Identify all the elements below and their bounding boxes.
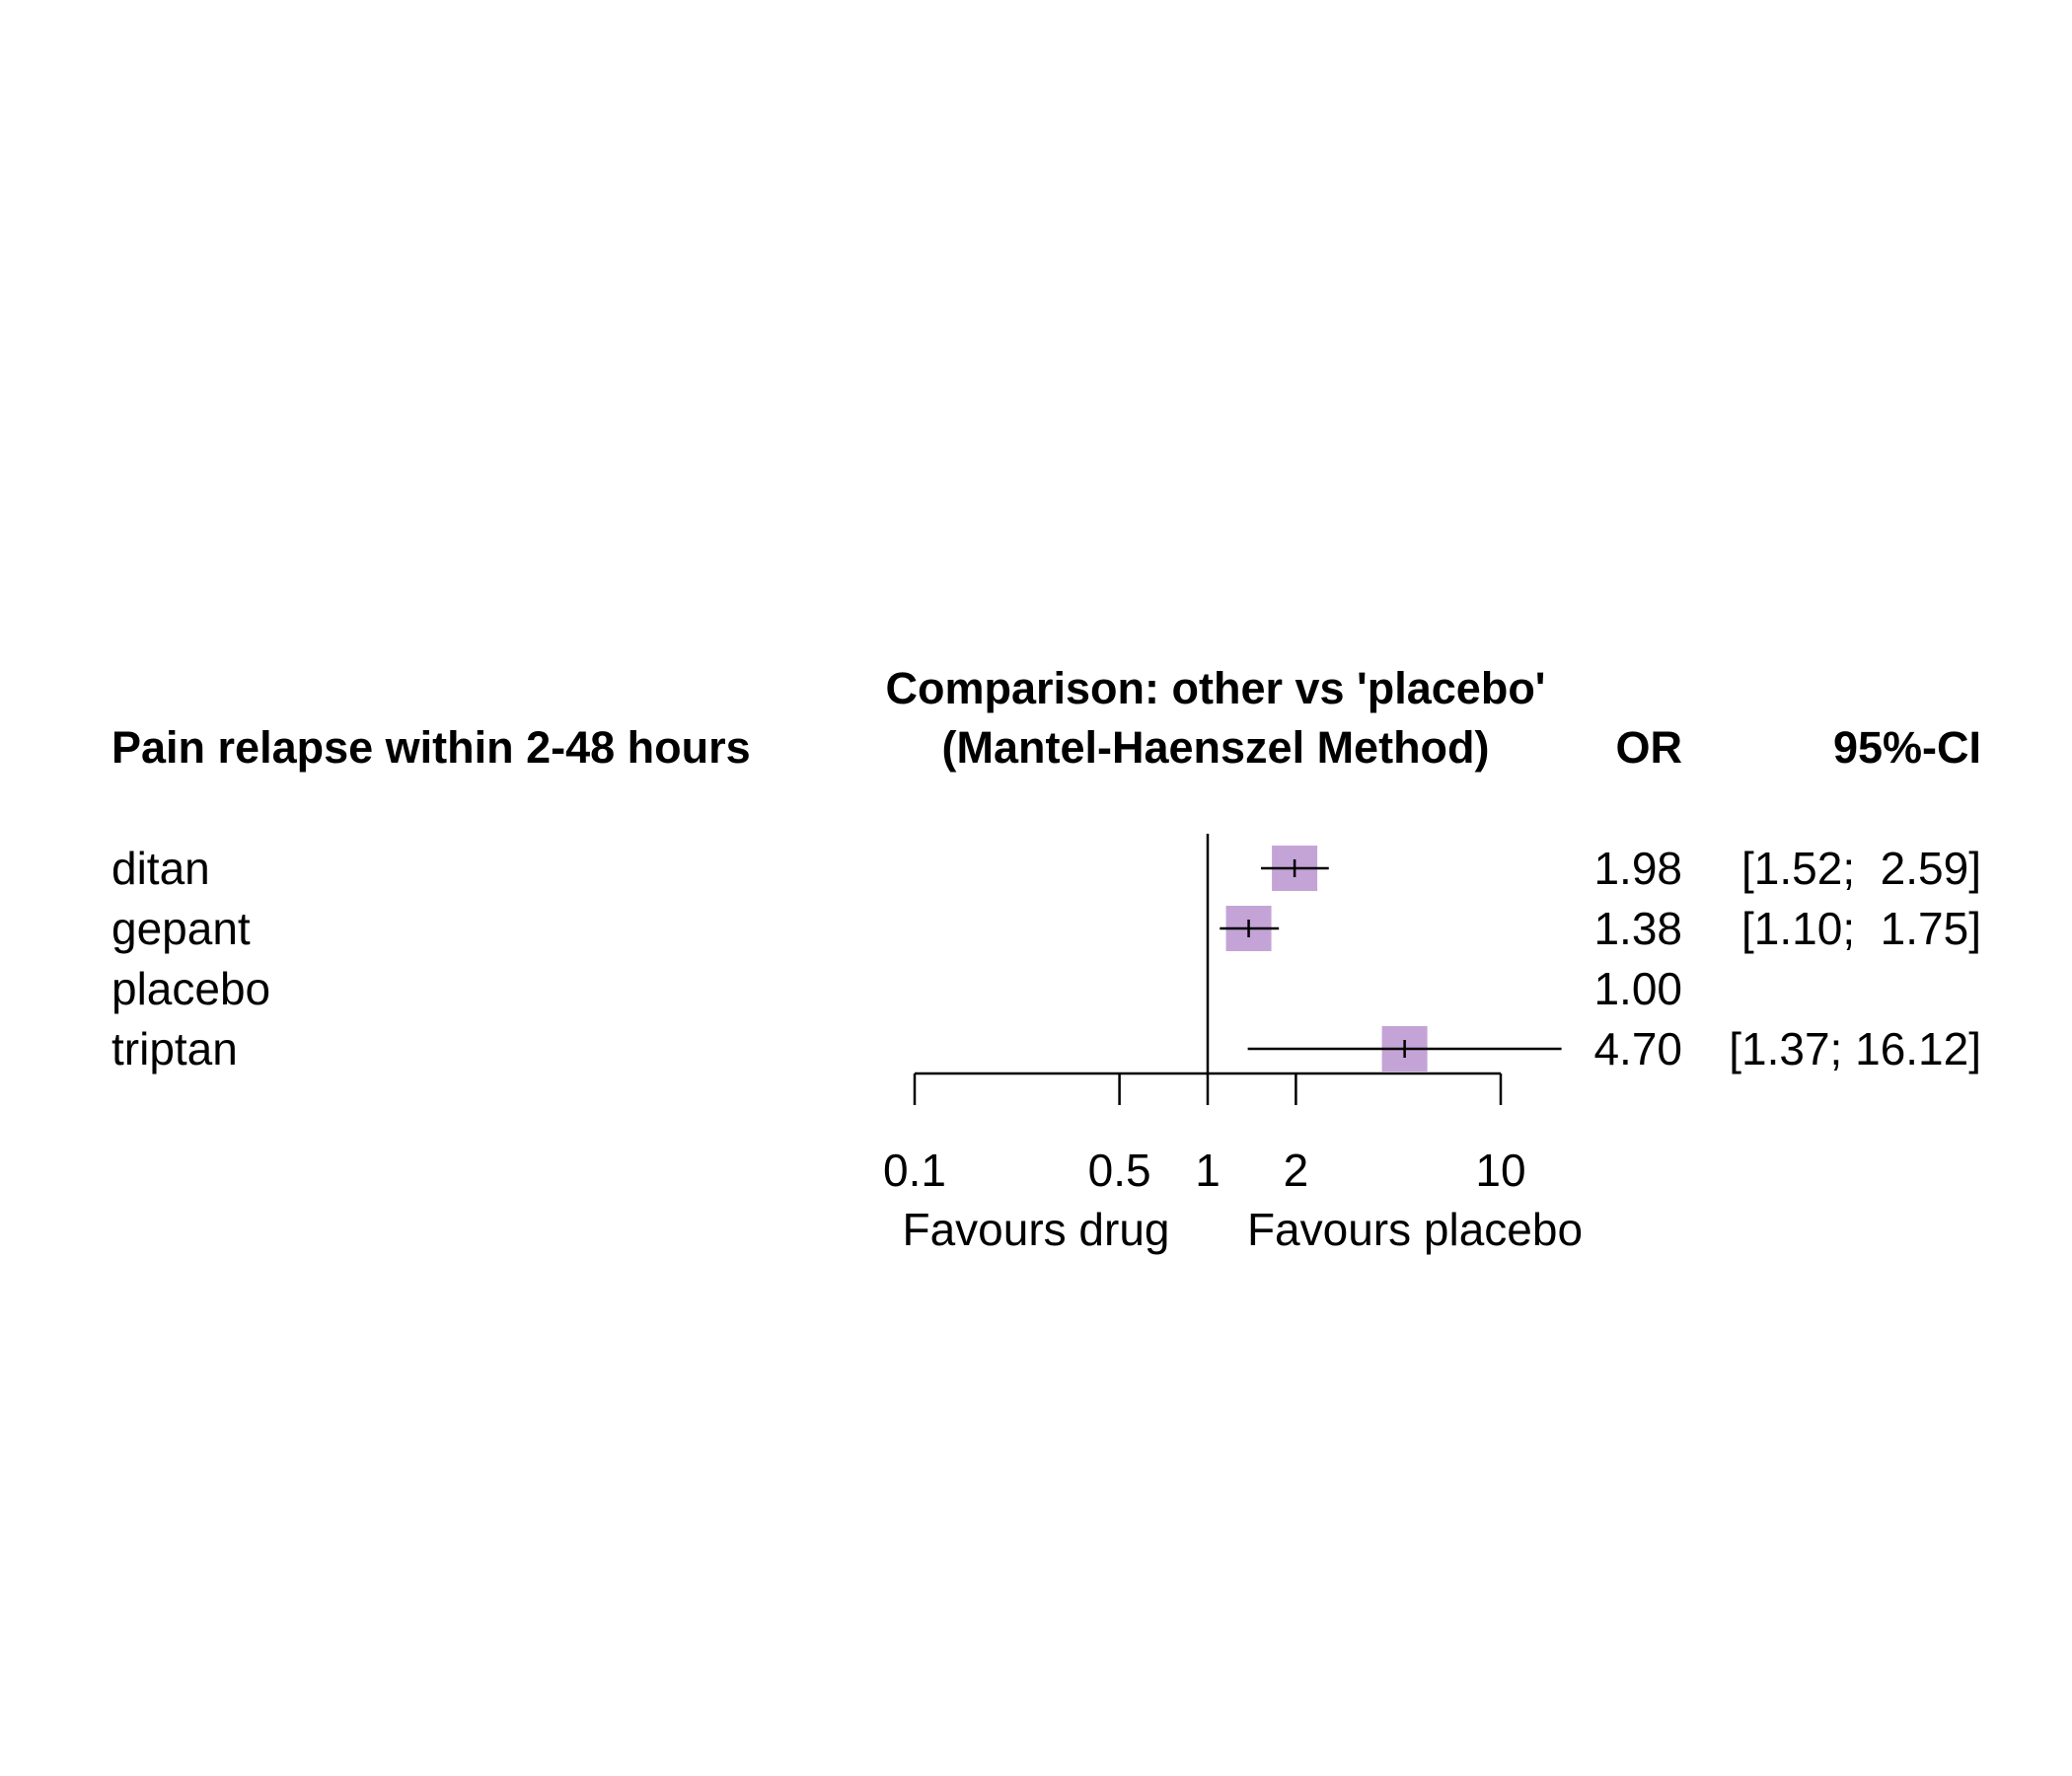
or-value: 1.98 bbox=[1593, 843, 1682, 894]
forest-row: ditan 1.98 [1.52; 2.59] bbox=[111, 843, 1981, 894]
ci-value: [1.37; 16.12] bbox=[1729, 1023, 1981, 1074]
or-value: 4.70 bbox=[1593, 1023, 1682, 1074]
plot-title-line2: (Mantel-Haenszel Method) bbox=[941, 722, 1489, 773]
ci-value: [1.10; 1.75] bbox=[1741, 903, 1981, 954]
study-label: ditan bbox=[111, 843, 210, 894]
axis-tick-label: 10 bbox=[1475, 1145, 1525, 1196]
x-axis: 0.1 0.5 1 2 10 bbox=[883, 1072, 1526, 1196]
study-rows: ditan 1.98 [1.52; 2.59] gepant 1.38 [1.10; 1.… bbox=[111, 843, 1981, 1074]
forest-row: triptan 4.70 [1.37; 16.12] bbox=[111, 1023, 1981, 1074]
study-column-header: Pain relapse within 2-48 hours bbox=[111, 722, 751, 773]
forest-row: placebo 1.00 bbox=[111, 963, 1682, 1014]
or-column-header: OR bbox=[1616, 722, 1683, 773]
or-value: 1.38 bbox=[1593, 903, 1682, 954]
ci-column-header: 95%-CI bbox=[1833, 722, 1981, 773]
forest-row: gepant 1.38 [1.10; 1.75] bbox=[111, 903, 1981, 954]
or-value: 1.00 bbox=[1593, 963, 1682, 1014]
study-label: placebo bbox=[111, 963, 270, 1014]
axis-tick-label: 0.5 bbox=[1088, 1145, 1151, 1196]
study-label: gepant bbox=[111, 903, 251, 954]
plot-title-line1: Comparison: other vs 'placebo' bbox=[885, 663, 1545, 713]
axis-tick-label: 1 bbox=[1195, 1145, 1221, 1196]
axis-tick-label: 0.1 bbox=[883, 1145, 946, 1196]
ci-value: [1.52; 2.59] bbox=[1741, 843, 1981, 894]
axis-tick-label: 2 bbox=[1284, 1145, 1309, 1196]
favours-right-label: Favours placebo bbox=[1247, 1204, 1583, 1255]
favours-left-label: Favours drug bbox=[902, 1204, 1169, 1255]
study-label: triptan bbox=[111, 1023, 238, 1074]
